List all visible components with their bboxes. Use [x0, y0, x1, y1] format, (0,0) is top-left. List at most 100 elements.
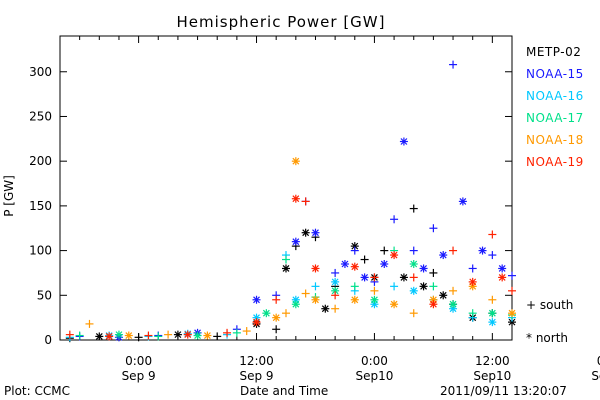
data-point	[282, 255, 290, 264]
data-point	[223, 328, 232, 337]
legend-entry: NOAA-19	[526, 155, 584, 169]
data-point	[193, 331, 202, 340]
data-point	[488, 318, 497, 327]
data-point	[114, 330, 123, 339]
data-point	[419, 264, 428, 273]
data-point	[252, 318, 261, 327]
footer-right: 2011/09/11 13:20:07	[440, 384, 567, 398]
data-point	[468, 309, 477, 318]
data-point	[262, 309, 271, 318]
data-point	[390, 282, 399, 291]
data-point	[468, 277, 477, 286]
data-point	[409, 309, 418, 318]
y-axis-label: P [GW]	[2, 175, 16, 217]
data-point	[340, 260, 349, 268]
data-point	[488, 309, 497, 318]
legend-entry: NOAA-18	[526, 133, 584, 147]
data-point	[478, 246, 487, 255]
y-tick-label: 50	[37, 288, 52, 302]
data-point	[154, 332, 163, 341]
data-point	[370, 273, 379, 282]
marker-key-label: south	[539, 298, 574, 312]
data-point	[311, 295, 320, 304]
data-point	[429, 300, 438, 309]
data-point	[409, 273, 418, 282]
data-point	[449, 300, 458, 309]
legend-entry: METP-02	[526, 45, 582, 59]
data-point	[449, 246, 458, 255]
data-point	[350, 246, 359, 255]
data-point	[291, 300, 300, 309]
y-tick-label: 300	[29, 65, 52, 79]
data-point	[282, 264, 290, 273]
data-point	[164, 330, 173, 339]
x-tick-label-time: 0:00	[597, 354, 600, 368]
data-point	[419, 282, 428, 291]
data-point	[65, 330, 74, 339]
data-point	[449, 286, 458, 295]
data-point	[331, 268, 340, 277]
x-tick-label-date: Sep10	[355, 369, 393, 383]
data-point	[429, 282, 438, 291]
data-point	[272, 295, 281, 304]
y-tick-label: 0	[44, 333, 52, 347]
data-point	[301, 197, 310, 206]
data-point	[213, 332, 222, 341]
y-tick-label: 100	[29, 244, 52, 258]
data-point	[282, 309, 290, 318]
data-point	[508, 286, 516, 295]
y-axis: 0 50 100 150 200 250 300	[29, 65, 512, 347]
marker-key-south: + south	[526, 298, 573, 312]
data-point	[350, 295, 359, 304]
data-point	[75, 331, 84, 340]
data-point	[360, 255, 369, 264]
x-tick-label-date: Sep 9	[239, 369, 273, 383]
x-tick-label-date: Sep11	[591, 369, 600, 383]
data-point	[390, 215, 399, 224]
data-point	[409, 246, 418, 255]
data-point	[291, 237, 300, 246]
data-point	[291, 157, 300, 166]
data-point	[291, 194, 300, 203]
data-point	[311, 282, 320, 291]
data-point	[242, 327, 251, 336]
data-point	[95, 332, 104, 341]
data-point	[134, 333, 143, 342]
data-point	[301, 289, 310, 298]
data-point	[399, 137, 408, 146]
data-point	[232, 328, 241, 337]
data-point	[311, 264, 320, 273]
footer-left: Plot: CCMC	[4, 384, 70, 398]
x-tick-label-date: Sep 9	[122, 369, 156, 383]
data-point	[429, 268, 438, 277]
chart-title: Hemispheric Power [GW]	[177, 13, 386, 31]
legend-entry: NOAA-16	[526, 89, 584, 103]
data-point	[468, 264, 477, 273]
data-point	[439, 251, 448, 260]
legend-entry: NOAA-15	[526, 67, 584, 81]
data-point	[203, 331, 212, 340]
y-tick-label: 150	[29, 199, 52, 213]
data-point	[321, 304, 330, 313]
data-point	[370, 295, 379, 304]
data-point	[409, 204, 418, 213]
marker-key-label: north	[535, 331, 569, 345]
data-point	[85, 319, 94, 328]
data-point	[488, 251, 497, 260]
data-point	[508, 318, 516, 327]
asterisk-symbol: *	[526, 331, 532, 345]
data-point	[409, 260, 418, 268]
data-point	[380, 260, 389, 268]
plot-area	[65, 60, 516, 343]
data-point	[144, 331, 153, 340]
data-point	[252, 295, 261, 304]
x-tick-label-time: 0:00	[361, 354, 388, 368]
data-point	[508, 271, 516, 280]
x-tick-label-date: Sep10	[473, 369, 511, 383]
data-point	[350, 282, 359, 291]
data-point	[390, 251, 399, 260]
data-point	[370, 286, 379, 295]
footer-center: Date and Time	[240, 384, 329, 398]
